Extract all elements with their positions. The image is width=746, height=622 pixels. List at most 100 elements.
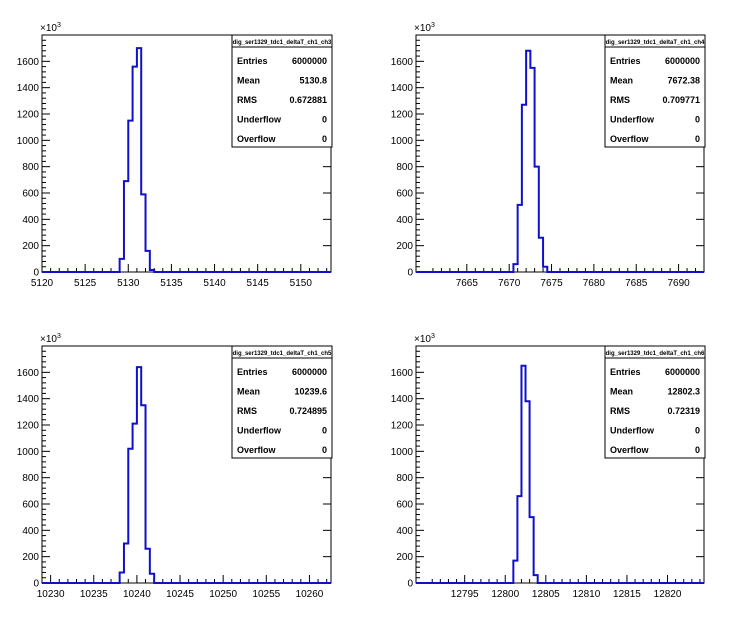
y-tick-label: 200 [22, 552, 39, 563]
stats-title: dig_ser1329_tdc1_deltaT_ch1_ch3 [233, 40, 332, 46]
y-tick-label: 600 [396, 189, 413, 200]
x-tick-label: 12805 [532, 589, 560, 600]
stats-value-mean: 12802.3 [667, 387, 700, 397]
y-tick-label: 200 [22, 241, 39, 252]
stats-value-underflow: 0 [695, 426, 700, 436]
y-tick-label: 400 [396, 526, 413, 537]
y-tick-label: 600 [396, 500, 413, 511]
stats-value-entries: 6000000 [665, 56, 700, 66]
stats-label-entries: Entries [610, 367, 641, 377]
x-tick-label: 10250 [209, 589, 237, 600]
y-tick-label: 800 [396, 473, 413, 484]
y-tick-label: 1600 [391, 368, 414, 379]
x-tick-label: 10240 [123, 589, 151, 600]
y-tick-label: 1000 [391, 136, 414, 147]
y-tick-label: 1200 [391, 110, 414, 121]
y-tick-label: 800 [22, 162, 39, 173]
stats-label-mean: Mean [610, 76, 633, 86]
y-tick-label: 1600 [17, 57, 40, 68]
y-axis-multiplier-exponent: 3 [431, 22, 435, 29]
stats-label-overflow: Overflow [610, 134, 650, 144]
y-tick-label: 1200 [391, 421, 414, 432]
histogram-line [416, 364, 704, 584]
x-tick-label: 5130 [117, 278, 140, 289]
histogram-line [42, 366, 331, 584]
y-tick-label: 1000 [391, 447, 414, 458]
x-tick-label: 7665 [456, 278, 479, 289]
x-tick-label: 10230 [37, 589, 65, 600]
y-tick-label: 400 [396, 215, 413, 226]
histogram-panel-4: 0 200 400 600 800 1000 1200 1400 1600 12795 12800 1… [391, 333, 706, 600]
y-axis-multiplier-exponent: 3 [431, 333, 435, 340]
histogram-line [416, 49, 704, 273]
stats-label-mean: Mean [237, 387, 260, 397]
y-tick-label: 200 [396, 241, 413, 252]
histogram-panel-1: 0 200 400 600 800 1000 1200 1400 1600 5120 5125 513… [17, 22, 333, 289]
stats-label-rms: RMS [237, 406, 257, 416]
stats-label-overflow: Overflow [237, 445, 277, 455]
y-axis-multiplier: ×103 [40, 22, 61, 34]
x-tick-label: 7680 [583, 278, 606, 289]
y-tick-label: 1200 [17, 110, 40, 121]
x-tick-label: 7685 [625, 278, 648, 289]
y-tick-label: 1600 [17, 368, 40, 379]
stats-title: dig_ser1329_tdc1_deltaT_ch1_ch6 [606, 351, 705, 357]
y-tick-label: 200 [396, 552, 413, 563]
stats-value-entries: 6000000 [292, 56, 327, 66]
stats-label-overflow: Overflow [610, 445, 650, 455]
y-tick-label: 800 [396, 162, 413, 173]
y-tick-label: 600 [22, 189, 39, 200]
stats-box [604, 345, 706, 459]
histogram-panel-3: 0 200 400 600 800 1000 1200 1400 1600 10230 10235 1… [17, 333, 333, 600]
stats-value-overflow: 0 [322, 134, 327, 144]
y-tick-label: 1400 [391, 83, 414, 94]
x-tick-label: 12810 [572, 589, 600, 600]
y-tick-label: 1400 [17, 394, 40, 405]
x-tick-label: 7675 [540, 278, 563, 289]
stats-label-mean: Mean [610, 387, 633, 397]
stats-label-entries: Entries [237, 367, 268, 377]
stats-label-entries: Entries [237, 56, 268, 66]
y-tick-label: 400 [22, 215, 39, 226]
histogram-line [42, 47, 331, 273]
y-tick-label: 0 [407, 579, 413, 590]
x-tick-label: 10255 [252, 589, 280, 600]
y-tick-label: 600 [22, 500, 39, 511]
stats-label-underflow: Underflow [237, 426, 282, 436]
stats-value-underflow: 0 [695, 115, 700, 125]
stats-value-mean: 7672.38 [667, 76, 700, 86]
x-tick-label: 5150 [290, 278, 313, 289]
stats-value-overflow: 0 [322, 445, 327, 455]
stats-label-underflow: Underflow [237, 115, 282, 125]
stats-value-underflow: 0 [322, 115, 327, 125]
stats-value-rms: 0.72319 [667, 406, 700, 416]
y-axis-multiplier-exponent: 3 [57, 22, 61, 29]
y-axis-multiplier: ×103 [414, 333, 435, 345]
x-tick-label: 12800 [491, 589, 519, 600]
x-tick-label: 7690 [667, 278, 690, 289]
y-tick-label: 800 [22, 473, 39, 484]
stats-label-rms: RMS [237, 95, 257, 105]
y-axis-multiplier-exponent: 3 [57, 333, 61, 340]
y-axis-multiplier: ×103 [40, 333, 61, 345]
stats-box [604, 34, 706, 148]
stats-title: dig_ser1329_tdc1_deltaT_ch1_ch4 [606, 40, 705, 46]
stats-value-rms: 0.709771 [662, 95, 700, 105]
y-tick-label: 1200 [17, 421, 40, 432]
stats-value-overflow: 0 [695, 445, 700, 455]
y-tick-label: 1400 [17, 83, 40, 94]
y-tick-label: 400 [22, 526, 39, 537]
x-tick-label: 7670 [498, 278, 521, 289]
stats-label-underflow: Underflow [610, 115, 655, 125]
stats-label-underflow: Underflow [610, 426, 655, 436]
x-tick-label: 12820 [654, 589, 682, 600]
stats-value-mean: 10239.6 [294, 387, 327, 397]
stats-value-underflow: 0 [322, 426, 327, 436]
stats-title: dig_ser1329_tdc1_deltaT_ch1_ch5 [233, 351, 332, 357]
stats-value-entries: 6000000 [292, 367, 327, 377]
stats-value-rms: 0.724895 [289, 406, 327, 416]
x-tick-label: 10260 [296, 589, 324, 600]
x-tick-label: 5125 [74, 278, 97, 289]
y-tick-label: 1400 [391, 394, 414, 405]
stats-value-overflow: 0 [695, 134, 700, 144]
